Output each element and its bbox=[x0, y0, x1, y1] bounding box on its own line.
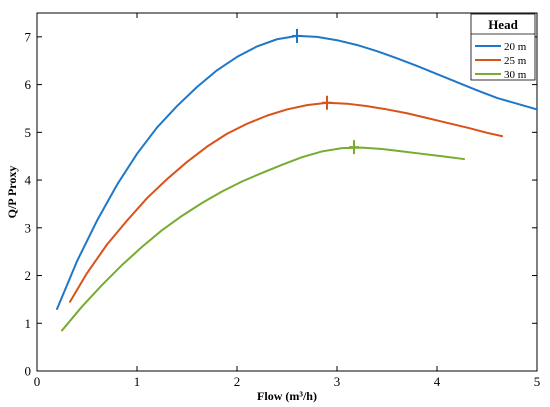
x-tick-label: 2 bbox=[234, 374, 241, 389]
x-tick-label: 0 bbox=[34, 374, 41, 389]
y-tick-label: 4 bbox=[25, 173, 32, 188]
y-tick-label: 6 bbox=[25, 77, 32, 92]
series-line-1 bbox=[69, 101, 503, 303]
axis-ticks: 0 1 2 3 4 5 0 1 2 3 4 5 6 7 bbox=[25, 13, 541, 389]
y-tick-label: 2 bbox=[25, 268, 32, 283]
legend-label-2: 30 m bbox=[504, 69, 527, 81]
series-layer bbox=[56, 28, 538, 332]
x-tick-label: 4 bbox=[434, 374, 441, 389]
y-tick-label: 0 bbox=[25, 364, 32, 379]
x-tick-label: 5 bbox=[534, 374, 541, 389]
x-tick-label: 3 bbox=[334, 374, 341, 389]
legend-label-0: 20 m bbox=[504, 41, 527, 53]
y-tick-label: 7 bbox=[25, 29, 32, 44]
y-tick-label: 3 bbox=[25, 220, 32, 235]
y-axis-title: Q/P Proxy bbox=[5, 166, 19, 219]
x-tick-label: 1 bbox=[134, 374, 141, 389]
legend-label-1: 25 m bbox=[504, 55, 527, 67]
y-tick-label: 1 bbox=[25, 316, 32, 331]
y-tick-label: 5 bbox=[25, 125, 32, 140]
series-line-2 bbox=[61, 146, 465, 332]
legend: Head 20 m 25 m 30 m bbox=[470, 13, 536, 81]
plot-area bbox=[36, 12, 538, 372]
plot-frame bbox=[36, 12, 538, 372]
legend-title: Head bbox=[488, 17, 518, 32]
x-axis-title: Flow (m³/h) bbox=[257, 389, 317, 403]
